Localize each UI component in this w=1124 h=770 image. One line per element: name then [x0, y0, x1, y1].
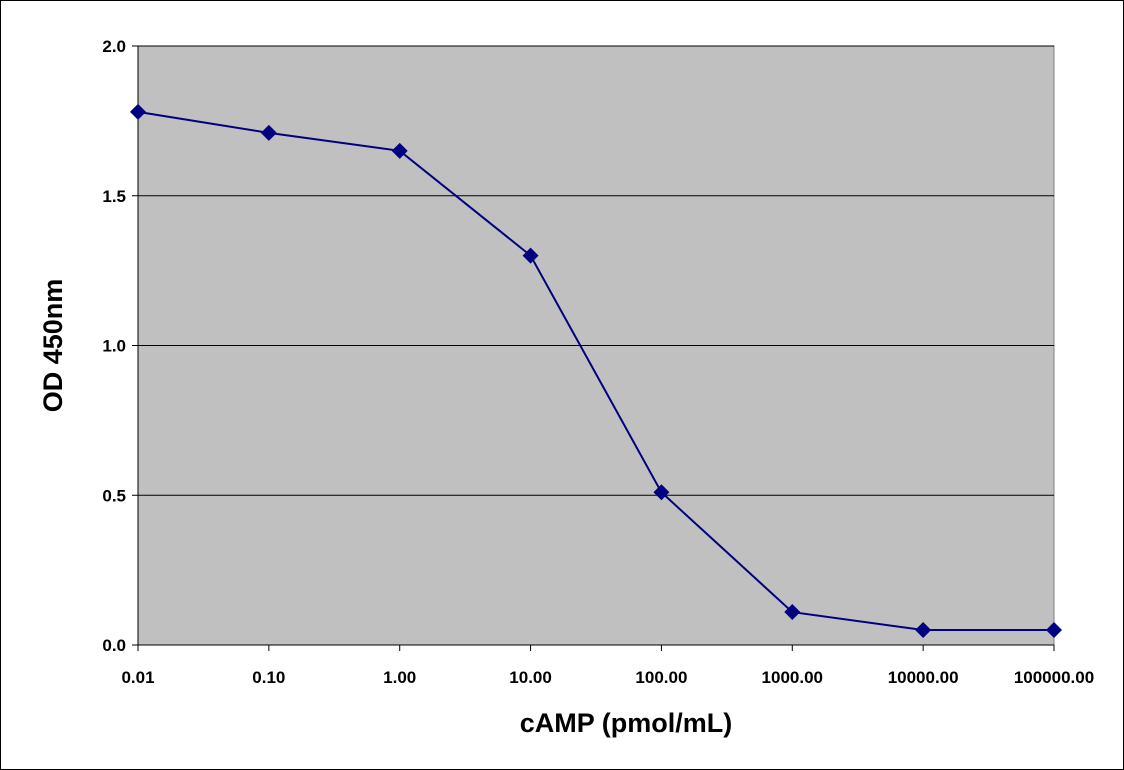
x-axis-title: cAMP (pmol/mL) [520, 708, 733, 738]
data-point [260, 124, 277, 141]
data-point [915, 622, 932, 639]
x-tick-label: 10000.00 [888, 668, 959, 687]
gridlines [138, 45, 1054, 496]
y-tick-label: 0.5 [102, 486, 126, 505]
y-axis: 0.0 0.5 1.0 1.5 2.0 [102, 37, 139, 655]
x-tick-label: 0.01 [121, 668, 154, 687]
data-point [1046, 622, 1062, 639]
y-tick-label: 0.0 [102, 636, 126, 655]
x-tick-label: 1.00 [383, 668, 416, 687]
x-tick-label: 0.10 [252, 668, 285, 687]
y-axis-title: OD 450nm [38, 279, 68, 413]
y-tick-label: 1.0 [102, 337, 126, 356]
x-tick-label: 10.00 [509, 668, 552, 687]
data-point [391, 142, 408, 159]
y-tick-label: 1.5 [102, 187, 126, 206]
data-point [653, 484, 670, 501]
series-line [137, 110, 1054, 631]
data-point [784, 604, 801, 621]
y-tick-label: 2.0 [102, 37, 126, 56]
x-axis: 0.01 0.10 1.00 10.00 100.00 1000.00 10000.00 10… [121, 644, 1094, 687]
data-point [522, 247, 539, 264]
data-point [130, 103, 146, 120]
x-tick-label: 1000.00 [762, 668, 823, 687]
x-tick-label: 100000.00 [1014, 668, 1094, 687]
data-markers [130, 103, 1062, 639]
x-tick-label: 100.00 [635, 668, 687, 687]
